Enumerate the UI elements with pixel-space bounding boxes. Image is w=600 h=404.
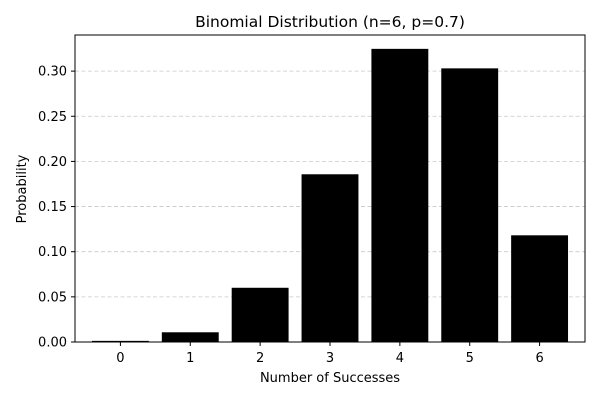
y-tick-label-3: 0.15 [38,200,67,215]
x-tick-label-5: 5 [466,351,474,366]
bar-1 [161,332,219,343]
x-tick-label-4: 4 [396,351,404,366]
y-tick-label-5: 0.25 [38,110,67,125]
plot-frame [74,34,586,343]
y-axis-label: Probability [15,154,30,223]
bar-3 [301,174,359,343]
y-tick-label-6: 0.30 [38,65,67,80]
axes: 0.00 0.05 0.10 0.15 0.20 0.25 0.30 0 1 2 3 4 5 6 [38,34,586,366]
x-tick-label-6: 6 [535,351,543,366]
x-tick-label-0: 0 [116,351,124,366]
bars [91,48,569,343]
y-tick-label-1: 0.05 [38,290,67,305]
y-tick-label-4: 0.20 [38,155,67,170]
x-tick-label-2: 2 [256,351,264,366]
y-tick-label-2: 0.10 [38,245,67,260]
x-tick-label-1: 1 [186,351,194,366]
chart-title: Binomial Distribution (n=6, p=0.7) [195,13,465,31]
x-axis-label: Number of Successes [260,371,400,386]
y-tick-label-0: 0.00 [38,336,67,351]
bar-2 [231,287,289,343]
bar-4 [371,48,429,343]
bar-5 [441,68,499,343]
x-tick-label-3: 3 [326,351,334,366]
bar-6 [511,235,569,343]
